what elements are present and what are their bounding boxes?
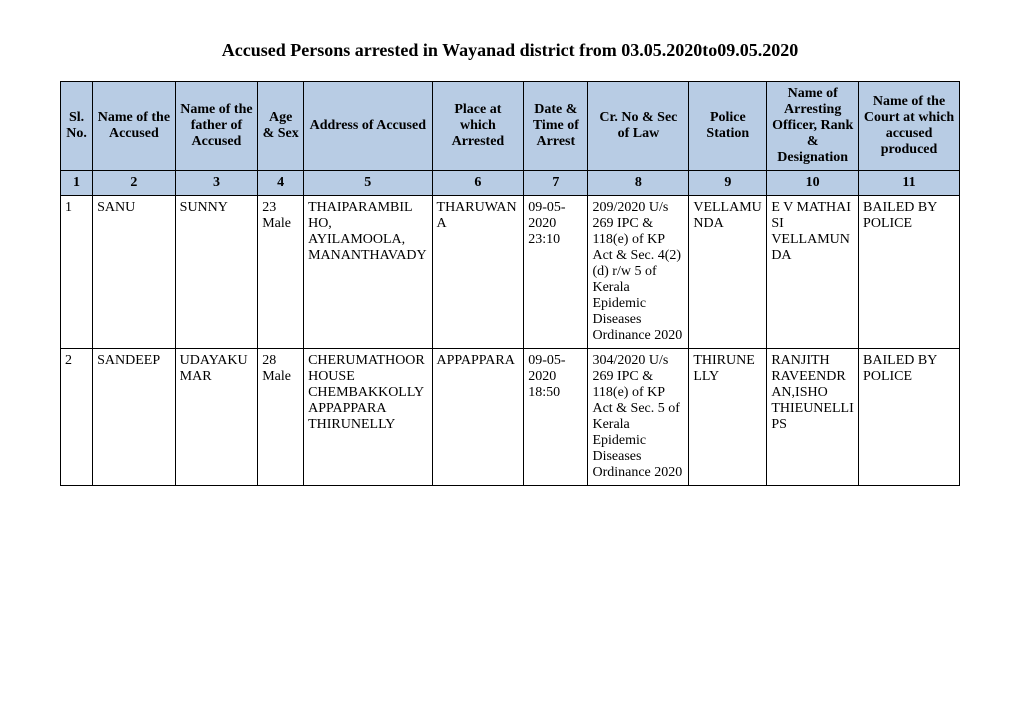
cell-court: BAILED BY POLICE [859,349,960,486]
header-name: Name of the Accused [93,82,176,171]
header-row: Sl. No. Name of the Accused Name of the … [61,82,960,171]
header-slno: Sl. No. [61,82,93,171]
cell-officer: E V MATHAI SI VELLAMUNDA [767,196,859,349]
cell-datetime: 09-05-2020 18:50 [524,349,588,486]
header-place: Place at which Arrested [432,82,524,171]
arrest-table: Sl. No. Name of the Accused Name of the … [60,81,960,486]
table-row: 1 SANU SUNNY 23 Male THAIPARAMBIL HO, AY… [61,196,960,349]
header-father: Name of the father of Accused [175,82,258,171]
cell-name: SANDEEP [93,349,176,486]
cell-name: SANU [93,196,176,349]
cell-age-sex: 28 Male [258,349,304,486]
header-station: Police Station [689,82,767,171]
cell-age-sex: 23 Male [258,196,304,349]
table-row: 2 SANDEEP UDAYAKUMAR 28 Male CHERUMATHOO… [61,349,960,486]
cell-station: THIRUNELLY [689,349,767,486]
cell-station: VELLAMUNDA [689,196,767,349]
colnum-4: 4 [258,171,304,196]
cell-place: THARUWANA [432,196,524,349]
colnum-1: 1 [61,171,93,196]
header-age-sex: Age & Sex [258,82,304,171]
cell-slno: 1 [61,196,93,349]
cell-address: CHERUMATHOOR HOUSE CHEMBAKKOLLY APPAPPAR… [304,349,432,486]
cell-address: THAIPARAMBIL HO, AYILAMOOLA, MANANTHAVAD… [304,196,432,349]
cell-place: APPAPPARA [432,349,524,486]
colnum-6: 6 [432,171,524,196]
cell-crno: 304/2020 U/s 269 IPC & 118(e) of KP Act … [588,349,689,486]
column-number-row: 1 2 3 4 5 6 7 8 9 10 11 [61,171,960,196]
cell-father: SUNNY [175,196,258,349]
header-court: Name of the Court at which accused produ… [859,82,960,171]
header-address: Address of Accused [304,82,432,171]
colnum-3: 3 [175,171,258,196]
page-title: Accused Persons arrested in Wayanad dist… [60,40,960,61]
header-datetime: Date & Time of Arrest [524,82,588,171]
colnum-11: 11 [859,171,960,196]
colnum-8: 8 [588,171,689,196]
colnum-5: 5 [304,171,432,196]
cell-court: BAILED BY POLICE [859,196,960,349]
cell-officer: RANJITH RAVEENDRAN,ISHO THIEUNELLI PS [767,349,859,486]
cell-father: UDAYAKUMAR [175,349,258,486]
colnum-10: 10 [767,171,859,196]
cell-datetime: 09-05-2020 23:10 [524,196,588,349]
header-crno: Cr. No & Sec of Law [588,82,689,171]
colnum-9: 9 [689,171,767,196]
header-officer: Name of Arresting Officer, Rank & Design… [767,82,859,171]
colnum-2: 2 [93,171,176,196]
cell-slno: 2 [61,349,93,486]
cell-crno: 209/2020 U/s 269 IPC & 118(e) of KP Act … [588,196,689,349]
colnum-7: 7 [524,171,588,196]
